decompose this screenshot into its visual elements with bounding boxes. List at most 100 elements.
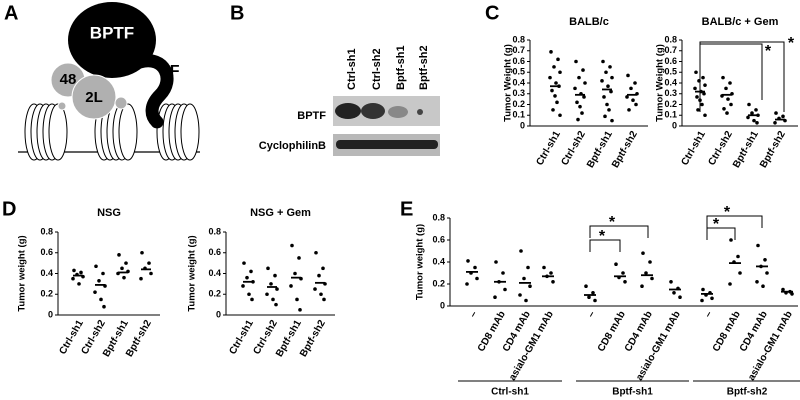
y-tick-label: 0 — [216, 309, 221, 319]
data-point — [542, 265, 546, 270]
data-point — [120, 266, 124, 271]
data-point — [271, 297, 275, 302]
data-point — [314, 250, 318, 255]
data-point — [578, 104, 582, 109]
data-point — [738, 271, 742, 275]
data-point — [728, 81, 732, 85]
panel-letter: B — [230, 2, 244, 24]
data-point — [644, 271, 648, 275]
data-point — [580, 111, 584, 115]
significance-label: * — [713, 216, 720, 233]
data-point — [247, 292, 251, 297]
data-point — [526, 265, 530, 270]
data-point — [518, 293, 522, 297]
data-point — [475, 276, 479, 281]
data-point — [577, 75, 581, 80]
data-point — [549, 50, 553, 54]
y-tick-label: 0.2 — [512, 99, 525, 109]
data-point — [298, 308, 302, 312]
tf-label: TF — [160, 63, 180, 80]
significance-bracket — [699, 41, 785, 112]
panel-letter: D — [2, 198, 16, 220]
lane-label: Bptf-sh2 — [418, 45, 430, 90]
band — [417, 109, 423, 115]
data-point — [614, 262, 618, 267]
y-tick-label: 0.6 — [432, 234, 445, 244]
y-tick-label: 0 — [672, 120, 677, 130]
data-point — [265, 292, 269, 297]
y-tick-label: 0.3 — [664, 88, 677, 98]
data-point — [773, 120, 777, 125]
lane-label: Ctrl-sh2 — [371, 48, 383, 90]
y-tick-label: 0.6 — [40, 247, 53, 257]
data-point — [149, 271, 153, 276]
y-tick-label: 0.4 — [208, 268, 221, 278]
data-point — [781, 114, 785, 119]
y-tick-label: 0.8 — [512, 34, 525, 44]
y-tick-label: 0.2 — [432, 278, 445, 288]
data-point — [729, 238, 733, 242]
data-point — [700, 102, 704, 107]
data-point — [147, 261, 151, 265]
y-axis-label: Tumor weight (g) — [415, 224, 426, 300]
data-point — [582, 95, 586, 99]
x-tick-label: – — [586, 309, 599, 320]
y-tick-label: 0.1 — [664, 110, 677, 120]
nucleosomes — [24, 103, 200, 161]
y-tick-label: 0.8 — [664, 34, 677, 44]
data-point — [494, 260, 498, 264]
data-point — [763, 258, 767, 262]
y-tick-label: 0 — [48, 309, 53, 319]
data-point — [774, 111, 778, 115]
data-point — [754, 108, 758, 112]
data-point — [641, 251, 645, 255]
data-point — [293, 271, 297, 276]
data-point — [669, 280, 673, 284]
group-label: Bptf-sh2 — [727, 387, 768, 398]
y-tick-label: 0 — [440, 300, 445, 310]
data-point — [648, 260, 652, 264]
data-point — [610, 75, 614, 80]
data-point — [750, 111, 754, 115]
y-tick-label: 0.6 — [208, 247, 221, 257]
panel-b: B BPTF CyclophilinB — [230, 2, 440, 156]
data-point — [297, 256, 301, 260]
data-point — [117, 253, 121, 257]
data-point — [587, 295, 591, 300]
data-point — [551, 108, 555, 112]
data-point — [634, 102, 638, 107]
row-label: BPTF — [297, 110, 326, 122]
data-point — [319, 292, 323, 297]
data-point — [528, 284, 532, 289]
data-point — [694, 70, 698, 75]
data-point — [728, 282, 732, 286]
data-point — [79, 270, 83, 275]
data-point — [241, 284, 245, 288]
data-point — [726, 97, 730, 101]
significance-label: * — [724, 204, 731, 221]
data-point — [747, 102, 751, 107]
data-point — [556, 57, 560, 62]
data-point — [552, 65, 556, 69]
subunit-2l-label: 2L — [85, 89, 103, 106]
data-point — [755, 120, 759, 125]
x-tick-label: Bptf-sh2 — [758, 129, 788, 170]
y-tick-label: 0.7 — [664, 45, 677, 55]
data-point — [524, 298, 528, 303]
data-point — [605, 102, 609, 107]
data-point — [696, 108, 700, 112]
data-point — [97, 278, 101, 283]
data-point — [558, 70, 562, 75]
y-tick-label: 0 — [520, 120, 525, 130]
data-point — [604, 70, 608, 75]
y-tick-label: 0.8 — [40, 226, 53, 236]
chart-title: NSG — [97, 207, 121, 219]
x-tick-label: Ctrl-sh2 — [559, 129, 588, 168]
data-point — [269, 282, 273, 286]
x-tick-label: Ctrl-sh2 — [706, 129, 735, 168]
lane-label: Ctrl-sh1 — [346, 48, 358, 90]
data-point — [558, 113, 562, 118]
data-point — [702, 91, 706, 96]
data-point — [321, 266, 325, 271]
data-point — [736, 254, 740, 259]
